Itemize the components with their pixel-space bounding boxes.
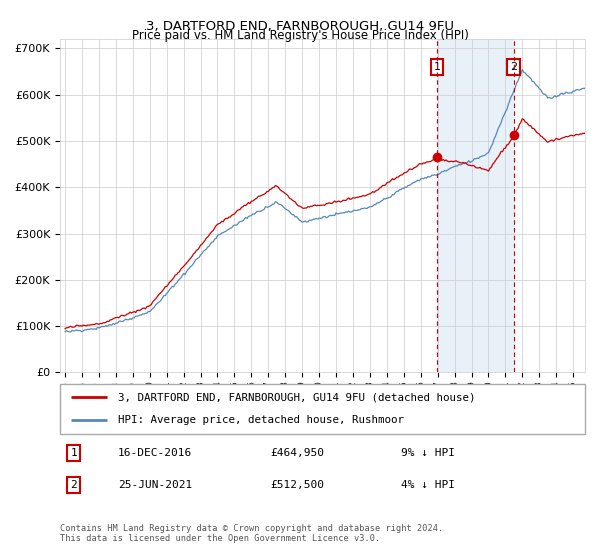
Text: 3, DARTFORD END, FARNBOROUGH, GU14 9FU: 3, DARTFORD END, FARNBOROUGH, GU14 9FU	[146, 20, 454, 32]
Text: 3, DARTFORD END, FARNBOROUGH, GU14 9FU (detached house): 3, DARTFORD END, FARNBOROUGH, GU14 9FU (…	[118, 392, 475, 402]
Text: 2: 2	[71, 480, 77, 490]
Text: 16-DEC-2016: 16-DEC-2016	[118, 448, 192, 458]
Text: Price paid vs. HM Land Registry's House Price Index (HPI): Price paid vs. HM Land Registry's House …	[131, 29, 469, 42]
Text: 1: 1	[433, 62, 440, 72]
Bar	[437, 39, 514, 372]
Text: Contains HM Land Registry data © Crown copyright and database right 2024.
This d: Contains HM Land Registry data © Crown c…	[60, 524, 443, 543]
Text: 4% ↓ HPI: 4% ↓ HPI	[401, 480, 455, 490]
Text: 1: 1	[71, 448, 77, 458]
Text: HPI: Average price, detached house, Rushmoor: HPI: Average price, detached house, Rush…	[118, 416, 404, 426]
Text: 2: 2	[510, 62, 517, 72]
Text: £464,950: £464,950	[270, 448, 324, 458]
Text: £512,500: £512,500	[270, 480, 324, 490]
Text: 25-JUN-2021: 25-JUN-2021	[118, 480, 192, 490]
Text: 9% ↓ HPI: 9% ↓ HPI	[401, 448, 455, 458]
